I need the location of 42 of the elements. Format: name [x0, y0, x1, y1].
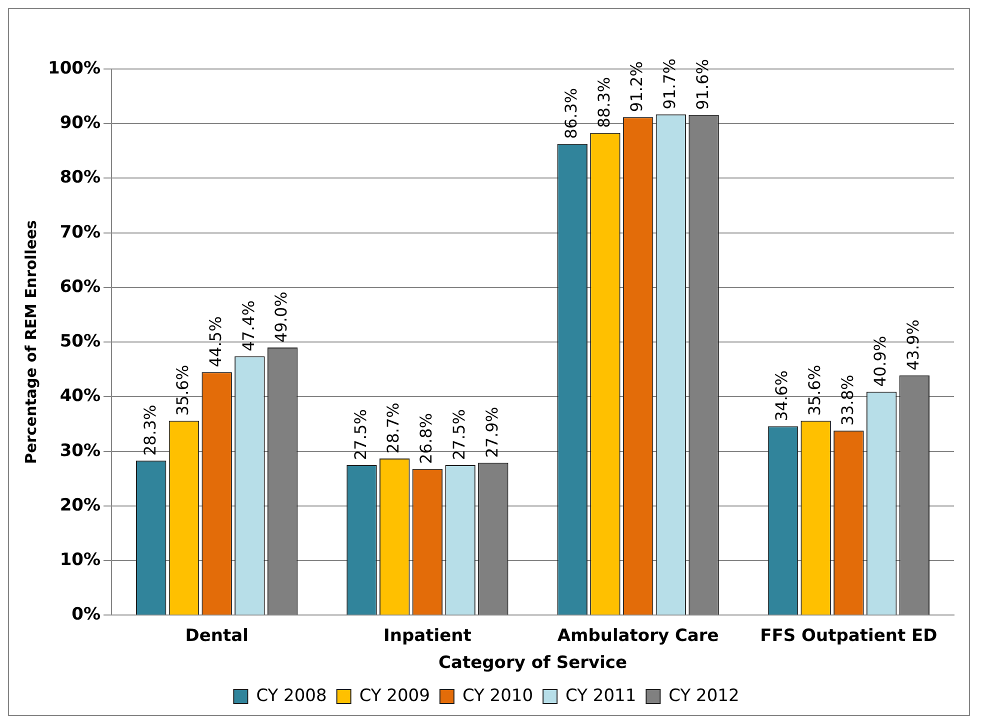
- data-label: 34.6%: [772, 370, 792, 422]
- x-tick-label: Dental: [185, 626, 248, 646]
- data-label: 40.9%: [870, 336, 890, 387]
- data-label: 27.5%: [350, 409, 370, 460]
- y-axis-title: Percentage of REM Enrollees: [22, 220, 40, 464]
- x-tick-label: FFS Outpatient ED: [760, 626, 938, 646]
- data-label: 33.8%: [838, 374, 857, 426]
- legend-label: CY 2009: [359, 686, 430, 706]
- data-label: 27.5%: [449, 409, 468, 460]
- y-tick-label: 0%: [72, 604, 101, 625]
- data-label: 91.2%: [627, 61, 646, 112]
- y-tick-label: 60%: [60, 276, 101, 297]
- y-tick-label: 50%: [60, 332, 101, 352]
- y-tick-label: 70%: [60, 222, 101, 242]
- data-label: 43.9%: [904, 320, 923, 370]
- y-tick-label: 100%: [48, 58, 101, 78]
- data-label: 26.8%: [416, 412, 436, 464]
- data-label: 35.6%: [173, 364, 192, 416]
- x-tick-label: Inpatient: [384, 626, 472, 646]
- data-label: 28.7%: [384, 402, 403, 454]
- data-label: 91.6%: [692, 59, 712, 110]
- x-axis-title: Category of Service: [438, 653, 628, 674]
- y-tick-label: 20%: [60, 495, 101, 516]
- y-tick-label: 40%: [60, 386, 101, 406]
- data-label: 28.3%: [140, 404, 160, 456]
- data-label: 47.4%: [238, 300, 258, 352]
- data-label: 44.5%: [206, 316, 225, 368]
- legend-label: CY 2010: [462, 686, 534, 706]
- y-tick-label: 90%: [60, 113, 101, 134]
- legend-label: CY 2012: [668, 686, 740, 706]
- data-label: 49.0%: [272, 292, 291, 343]
- y-tick-label: 30%: [60, 440, 101, 461]
- x-tick-label: Ambulatory Care: [557, 626, 719, 646]
- data-label: 27.9%: [482, 406, 502, 458]
- data-label: 88.3%: [594, 77, 614, 128]
- data-label: 91.7%: [660, 58, 680, 110]
- legend-label: CY 2008: [256, 686, 327, 706]
- data-label: 35.6%: [804, 364, 824, 416]
- y-tick-label: 80%: [60, 168, 101, 188]
- y-tick-label: 10%: [60, 550, 101, 570]
- legend-label: CY 2011: [566, 686, 636, 706]
- data-label: 86.3%: [562, 88, 581, 139]
